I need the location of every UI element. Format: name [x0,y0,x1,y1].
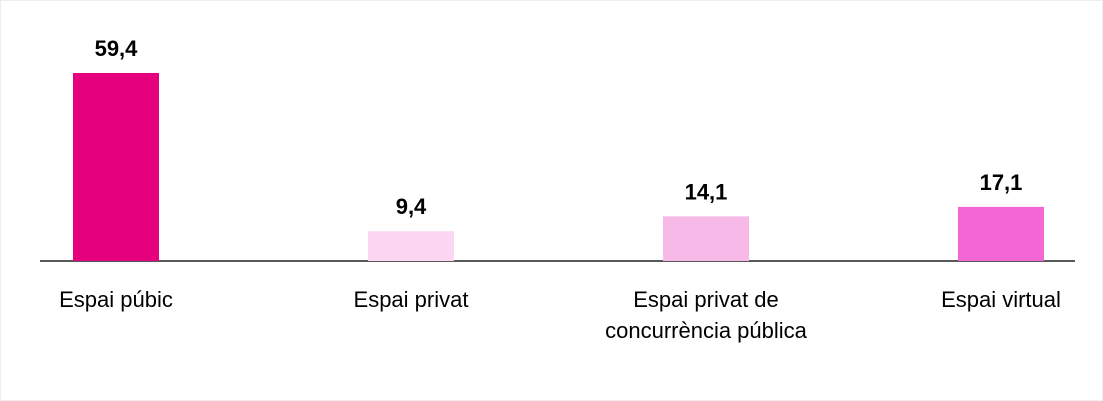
x-tick-label: Espai virtual [941,287,1061,312]
value-label: 9,4 [396,194,427,219]
x-tick-label: Espai púbic [59,287,173,312]
value-label: 17,1 [980,170,1023,195]
x-tick-label: Espai privat de concurrència pública [605,287,807,343]
x-tick-label: Espai privat [353,287,469,312]
value-label: 59,4 [95,36,139,61]
bar [958,206,1044,261]
bar [663,216,749,261]
bar [73,73,159,261]
value-label: 14,1 [685,179,728,204]
bar [368,231,454,261]
